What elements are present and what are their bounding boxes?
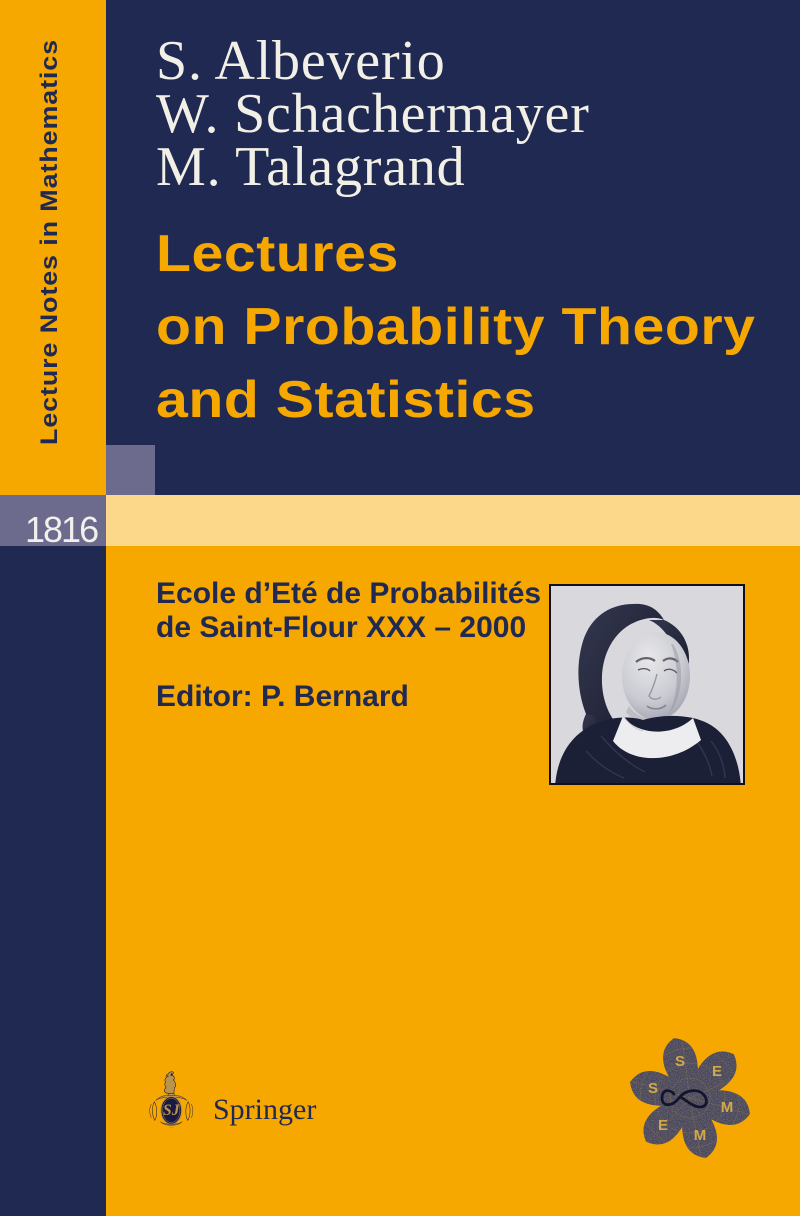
svg-text:S: S [648,1080,658,1097]
svg-text:E: E [658,1117,668,1134]
svg-text:S: S [675,1053,685,1070]
svg-text:E: E [712,1063,722,1080]
svg-text:M: M [694,1127,707,1144]
svg-text:SJ: SJ [163,1102,181,1119]
svg-text:M: M [721,1099,734,1116]
